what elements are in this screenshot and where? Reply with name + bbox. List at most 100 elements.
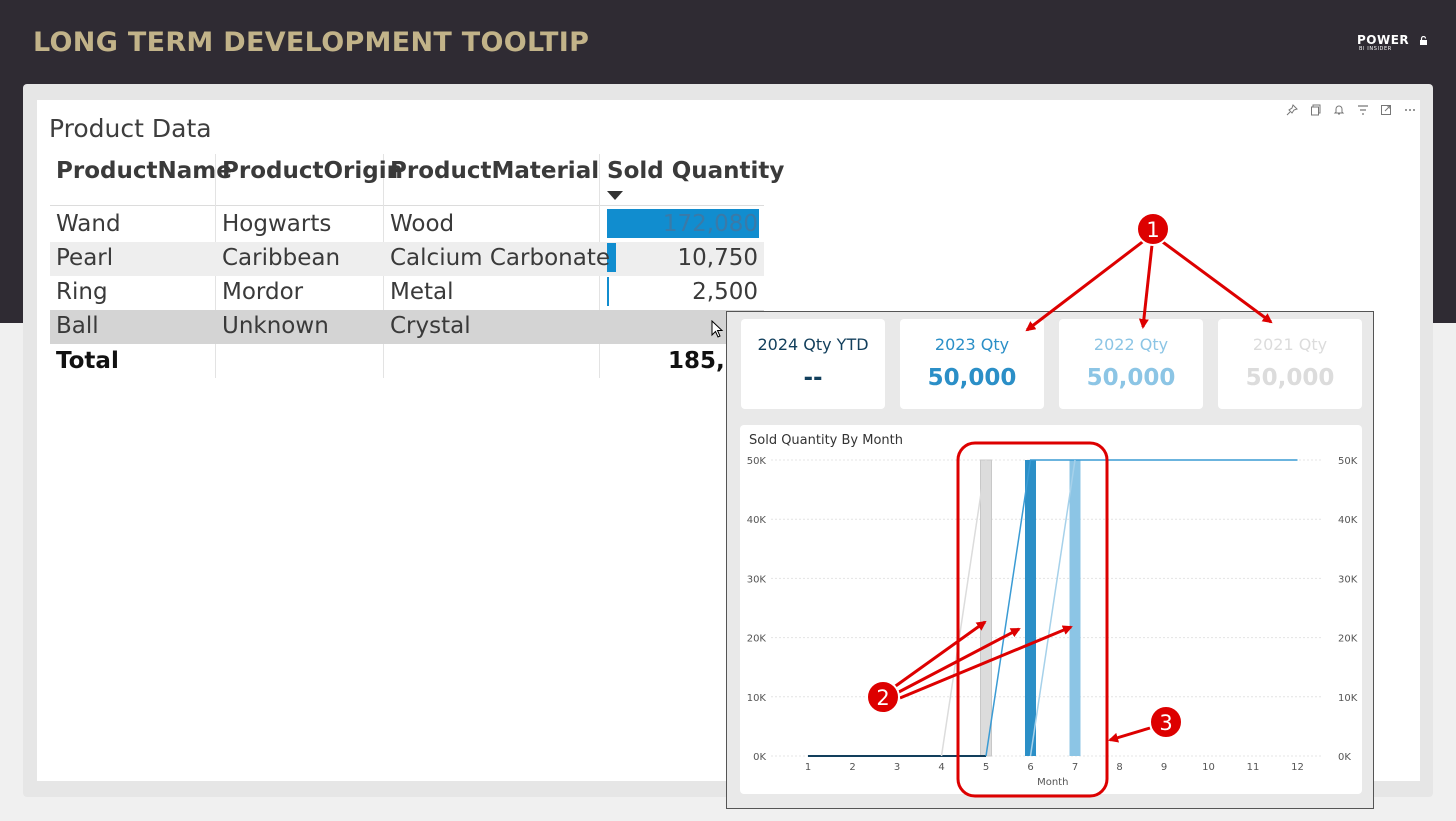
y2-tick-label: 10K [1338,693,1358,704]
chart-series-line [940,459,987,757]
pin-icon[interactable] [1284,102,1300,118]
cell-sold-quantity: 10,750 [677,245,758,271]
column-header-productname[interactable]: ProductName [56,158,232,184]
annotation-arrow [889,620,987,692]
chart-bar [1025,460,1036,756]
kpi-value: 50,000 [1245,365,1335,391]
table-header-divider [50,205,764,206]
y-tick-label: 30K [747,574,767,585]
y-tick-label: 20K [747,634,767,645]
cell-sold-quantity: 2,500 [692,279,758,305]
mouse-cursor-icon [711,320,724,338]
marker-label: 2 [876,686,889,710]
y2-tick-label: 40K [1338,515,1358,526]
cell-product-origin: Mordor [222,279,304,305]
kpi-value: 50,000 [1086,365,1176,391]
kpi-label: 2021 Qty [1252,335,1328,354]
annotation-arrow [1138,244,1154,329]
more-options-icon[interactable] [1402,102,1418,118]
x-tick-label: 12 [1291,762,1304,773]
kpi-card-2024-ytd: 2024 Qty YTD -- [741,319,885,409]
x-tick-label: 2 [849,762,855,773]
annotation-arrow [1025,238,1146,332]
x-tick-label: 1 [805,762,811,773]
logo-main-text: POWER [1357,33,1410,47]
filter-icon[interactable] [1355,102,1371,118]
annotation-arrow [1108,726,1151,743]
marker-label: 1 [1146,218,1159,242]
cell-product-name: Ring [56,279,108,305]
x-tick-label: 8 [1116,762,1122,773]
databar-ring [607,277,609,306]
logo-sub-text: BI INSIDER [1359,46,1392,52]
cell-product-origin: Unknown [222,313,329,339]
y2-tick-label: 50K [1338,456,1358,467]
power-bi-insider-logo: POWER BI INSIDER [1357,33,1437,55]
total-label: Total [56,348,119,374]
kpi-label: 2024 Qty YTD [757,335,869,354]
databar-wand [607,209,759,238]
cell-product-name: Ball [56,313,99,339]
cell-product-origin: Hogwarts [222,211,332,237]
lock-icon [1420,36,1427,45]
x-tick-label: 3 [894,762,900,773]
kpi-card-2021: 2021 Qty 50,000 [1218,319,1362,409]
page-title: LONG TERM DEVELOPMENT TOOLTIP [33,27,590,58]
x-tick-label: 5 [983,762,989,773]
x-tick-label: 9 [1161,762,1167,773]
y-tick-label: 40K [747,515,767,526]
cell-product-material: Wood [390,211,455,237]
y-tick-label: 0K [753,752,766,763]
column-header-sold-quantity[interactable]: Sold Quantity [607,158,785,184]
kpi-value: -- [803,365,823,391]
annotation-highlight-box [956,441,1109,798]
cell-product-material: Metal [390,279,454,305]
cell-product-material: Calcium Carbonate [390,245,610,271]
y2-tick-label: 20K [1338,634,1358,645]
kpi-value: 50,000 [927,365,1017,391]
sort-descending-icon[interactable] [607,191,623,200]
x-tick-label: 6 [1027,762,1033,773]
kpi-label: 2023 Qty [934,335,1010,354]
column-header-productorigin[interactable]: ProductOrigin [222,158,403,184]
cell-product-origin: Caribbean [222,245,341,271]
y2-tick-label: 30K [1338,574,1358,585]
chart-title: Sold Quantity By Month [749,433,904,448]
bell-icon[interactable] [1331,102,1347,118]
focus-mode-icon[interactable] [1378,102,1394,118]
column-header-productmaterial[interactable]: ProductMaterial [390,158,600,184]
kpi-card-2022: 2022 Qty 50,000 [1059,319,1203,409]
kpi-label: 2022 Qty [1093,335,1169,354]
marker-label: 3 [1159,711,1172,735]
x-axis-label: Month [1037,777,1068,788]
cell-product-name: Pearl [56,245,114,271]
table-row[interactable] [50,242,764,276]
cell-product-material: Crystal [390,313,471,339]
chart-bar [1069,460,1081,756]
cell-sold-quantity: 172,080 [662,211,758,237]
y-tick-label: 10K [747,693,767,704]
databar-pearl [607,243,616,272]
x-tick-label: 10 [1202,762,1215,773]
x-tick-label: 11 [1247,762,1260,773]
chart-series-line [1029,459,1076,757]
visual-header-toolbar [1284,102,1418,120]
annotation-marker-2: 2 [866,680,900,714]
x-tick-label: 7 [1072,762,1078,773]
chart-container [740,425,1362,794]
y-tick-label: 50K [747,456,767,467]
chart-series-line [985,459,1298,757]
x-tick-label: 4 [938,762,944,773]
table-row-selected[interactable] [50,310,764,344]
annotation-marker-3: 3 [1149,705,1183,739]
annotation-marker-1: 1 [1136,212,1170,246]
copy-visual-icon[interactable] [1308,102,1324,118]
cell-product-name: Wand [56,211,121,237]
table-visual-title: Product Data [49,114,212,143]
kpi-card-2023: 2023 Qty 50,000 [900,319,1044,409]
y2-tick-label: 0K [1338,752,1351,763]
annotation-arrow [1159,238,1273,324]
annotation-arrow [899,625,1073,700]
